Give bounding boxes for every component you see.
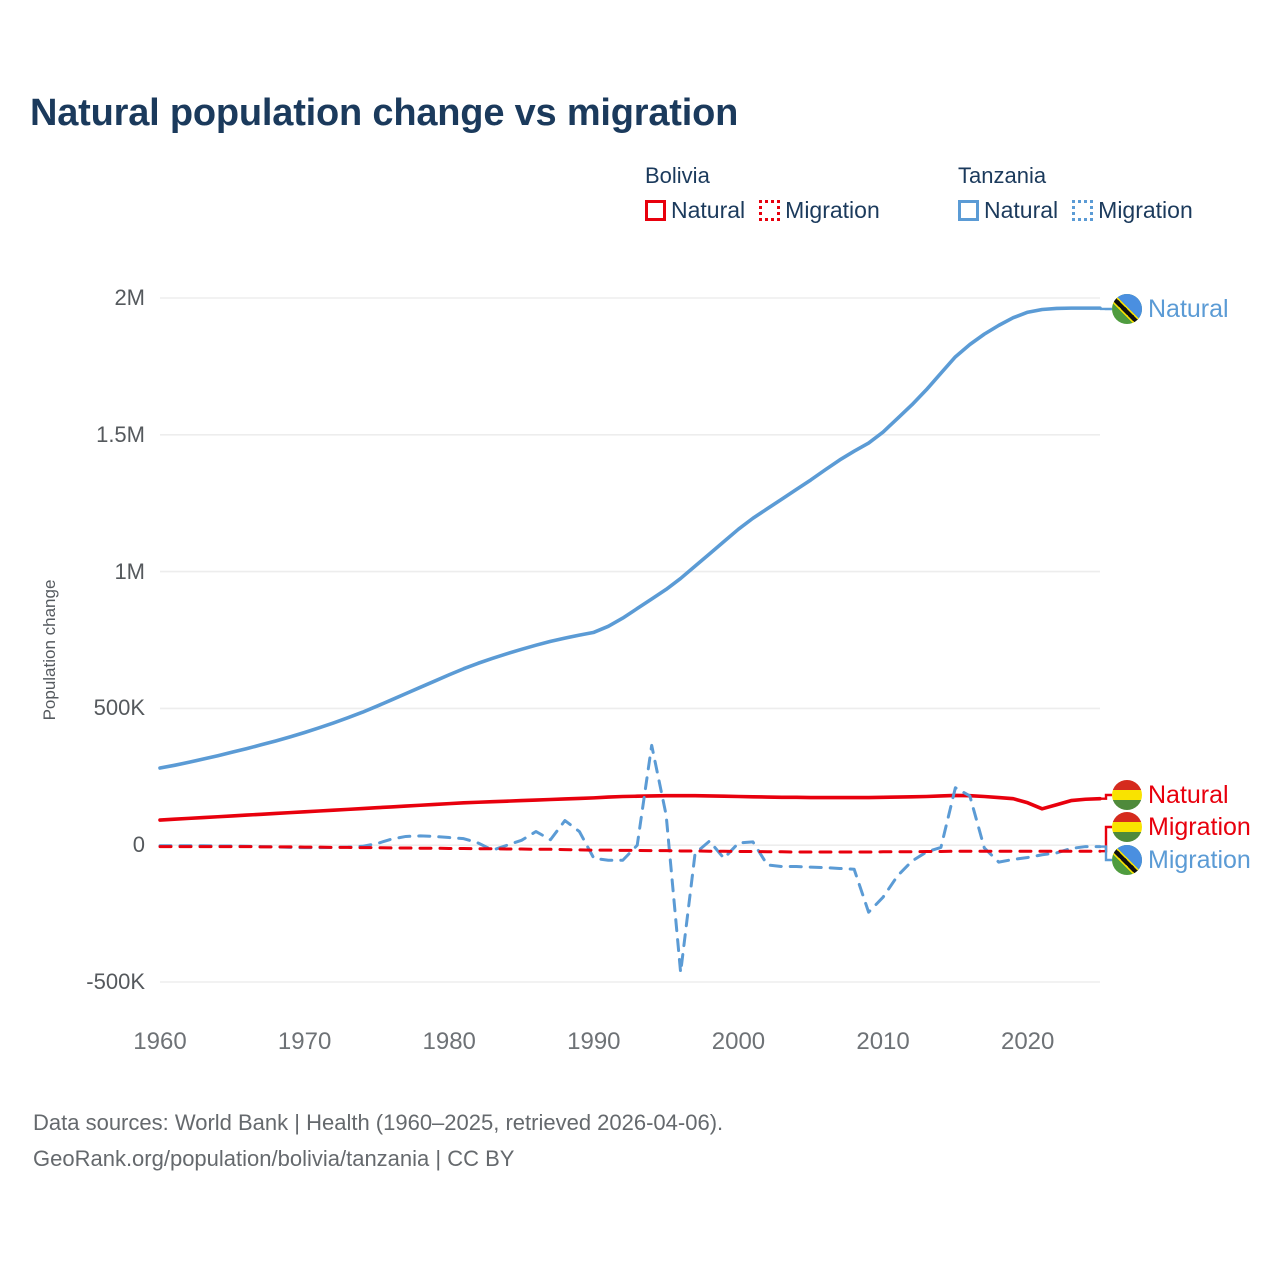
- flag-tanzania-icon: [1112, 845, 1142, 875]
- x-tick-label: 1960: [133, 1028, 187, 1055]
- x-tick-label: 2000: [711, 1028, 766, 1055]
- legend-swatch-solid-icon: [645, 200, 666, 221]
- legend-swatch-dotted-icon: [1072, 200, 1094, 221]
- legend-country-label: Bolivia: [645, 163, 710, 188]
- footer: Data sources: World Bank | Health (1960–…: [33, 1105, 723, 1176]
- series-line-bolivia-natural: [158, 793, 1102, 822]
- y-tick-label: 500K: [93, 695, 145, 721]
- x-tick-label: 1970: [277, 1028, 332, 1055]
- legend-country-label: Tanzania: [958, 163, 1047, 188]
- legend-item-bolivia-natural[interactable]: Natural: [645, 197, 745, 224]
- end-label-text: Migration: [1148, 812, 1251, 841]
- series-line-tanzania-migration: [158, 743, 1102, 974]
- y-tick-label: 1.5M: [96, 421, 145, 447]
- end-label-text: Natural: [1148, 780, 1229, 809]
- end-label-bolivia-natural[interactable]: Natural: [1112, 780, 1229, 810]
- end-label-tanzania-migration[interactable]: Migration: [1112, 845, 1251, 875]
- footer-attribution: GeoRank.org/population/bolivia/tanzania …: [33, 1145, 515, 1171]
- end-label-tanzania-natural[interactable]: Natural: [1112, 294, 1229, 324]
- y-tick-label: 0: [132, 832, 145, 858]
- x-tick-label: 1990: [567, 1028, 621, 1055]
- end-label-text: Natural: [1148, 294, 1229, 323]
- x-tick-label: 2020: [1000, 1028, 1055, 1055]
- flag-bolivia-icon: [1112, 780, 1142, 810]
- end-label-leader: [1100, 825, 1112, 853]
- flag-bolivia-icon: [1112, 812, 1142, 842]
- end-label-text: Migration: [1148, 845, 1251, 874]
- y-tick-label: 1M: [114, 558, 145, 584]
- flag-tanzania-icon: [1112, 294, 1142, 324]
- legend-item-bolivia-migration[interactable]: Migration: [759, 197, 880, 224]
- end-label-leader: [1100, 845, 1112, 862]
- x-tick-label: 1980: [422, 1028, 476, 1055]
- y-tick-label: -500K: [86, 969, 145, 994]
- page-title: Natural population change vs migration: [30, 92, 739, 134]
- y-tick-label: 2M: [114, 285, 145, 310]
- series-line-bolivia-migration: [158, 845, 1102, 854]
- legend-item-label: Migration: [785, 197, 880, 223]
- series-line-tanzania-natural: [158, 306, 1102, 770]
- legend-item-label: Migration: [1098, 197, 1193, 223]
- legend-item-label: Natural: [671, 197, 746, 223]
- legend-item-tanzania-migration[interactable]: Migration: [1072, 197, 1193, 224]
- legend-group-tanzania: Tanzania Natural Migration: [958, 163, 1193, 224]
- legend-group-bolivia: Bolivia Natural Migration: [645, 163, 880, 224]
- end-label-leader: [1100, 793, 1112, 800]
- legend-swatch-dotted-icon: [759, 200, 781, 221]
- footer-datasource: Data sources: World Bank | Health (1960–…: [33, 1110, 724, 1135]
- legend-item-label: Natural: [984, 197, 1059, 223]
- legend-item-tanzania-natural[interactable]: Natural: [958, 197, 1058, 224]
- end-label-bolivia-migration[interactable]: Migration: [1112, 812, 1251, 842]
- legend-swatch-solid-icon: [958, 200, 979, 221]
- x-tick-label: 2010: [856, 1028, 910, 1055]
